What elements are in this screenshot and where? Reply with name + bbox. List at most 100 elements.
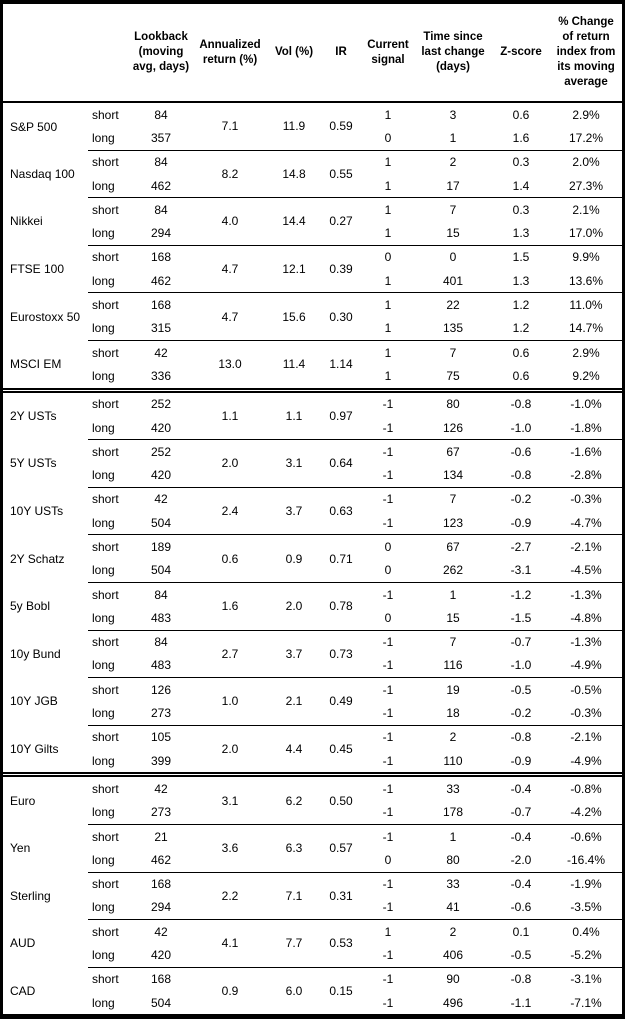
leg-label: short: [88, 823, 130, 849]
table-row-short: AUD short 42 4.1 7.7 0.53 1 2 0.1 0.4%: [3, 919, 622, 968]
time-since-value: 2: [414, 149, 492, 174]
asset-name: 5y Bobl: [10, 599, 51, 614]
ir-value: 0.71: [320, 534, 362, 583]
vol-value: 3.7: [268, 486, 320, 535]
table-row-long: long 462 0 80 -2.0 -16.4%: [3, 848, 622, 872]
vol-value: 15.6: [268, 292, 320, 341]
time-since-value: 401: [442, 273, 464, 288]
lookback-value: 336: [150, 368, 172, 383]
ir-value: 0.63: [320, 486, 362, 535]
lookback-value: 420: [150, 468, 172, 483]
lookback-value: 294: [150, 226, 172, 241]
lookback-value: 252: [130, 387, 192, 416]
z-score-value: 0.1: [492, 919, 550, 944]
time-since-value: 67: [414, 439, 492, 464]
pct-change-value: -3.1%: [550, 966, 622, 991]
ir-value: 0.39: [320, 244, 362, 293]
leg-label: long: [92, 852, 115, 867]
pct-change-value: -1.6%: [550, 439, 622, 464]
signal-value: -1: [362, 439, 414, 464]
lookback-value: 504: [150, 515, 172, 530]
signal-value: -1: [362, 486, 414, 512]
vol-value: 2.0: [268, 581, 320, 631]
signal-value: 1: [384, 107, 392, 122]
col-header-lookback: Lookback (moving avg, days): [130, 4, 192, 103]
lookback-value: 84: [130, 149, 192, 174]
leg-label: long: [92, 753, 115, 768]
lookback-value: 126: [130, 677, 192, 702]
lookback-value: 168: [130, 244, 192, 270]
col-header-leg: [88, 4, 130, 103]
z-score-value: -0.5: [510, 948, 532, 963]
leg-label: long: [92, 515, 115, 530]
signal-value: -1: [362, 724, 414, 750]
pct-change-value: 2.9%: [572, 107, 600, 122]
pct-change-value: 13.6%: [568, 273, 604, 288]
signal-value: -1: [362, 629, 414, 654]
asset-name: 5Y USTs: [10, 456, 57, 471]
table-row-short: Nasdaq 100 short 84 8.2 14.8 0.55 1 2 0.3 2.0%: [3, 149, 622, 198]
pct-change-value: -0.5%: [550, 677, 622, 702]
ir-value: 0.15: [320, 966, 362, 1015]
pct-change-value: -3.5%: [570, 900, 602, 915]
z-score-value: -1.5: [510, 610, 532, 625]
table-row-short: Yen short 21 3.6 6.3 0.57 -1 1 -0.4 -0.6%: [3, 823, 622, 872]
lookback-value: 84: [154, 107, 168, 122]
lookback-value: 84: [130, 629, 192, 654]
asset-name: FTSE 100: [10, 262, 65, 277]
leg-label: long: [92, 948, 115, 963]
col-header-annualized-return: Annualized return (%): [192, 4, 268, 103]
lookback-value: 399: [150, 753, 172, 768]
time-since-value: 75: [446, 368, 460, 383]
pct-change-value: -1.3%: [550, 629, 622, 654]
table-row-long: long 420 -1 406 -0.5 -5.2%: [3, 943, 622, 967]
z-score-value: -1.0: [510, 420, 532, 435]
time-since-value: 0: [414, 244, 492, 270]
vol-value: 11.4: [268, 339, 320, 391]
leg-label: short: [88, 581, 130, 607]
pct-change-value: -4.8%: [570, 610, 602, 625]
asset-name: Eurostoxx 50: [10, 309, 81, 324]
table-row-short: 2Y USTs short 252 1.1 1.1 0.97 -1 80 -0.8 -1.0%: [3, 387, 622, 440]
table-row-long: long 294 1 15 1.3 17.0%: [3, 221, 622, 245]
lookback-value: 483: [150, 658, 172, 673]
pct-change-value: 2.0%: [550, 149, 622, 174]
time-since-value: 7: [414, 629, 492, 654]
leg-label: short: [88, 919, 130, 944]
col-header-vol: Vol (%): [268, 4, 320, 103]
vol-value: 14.4: [268, 197, 320, 246]
signal-value: 1: [384, 368, 392, 383]
leg-label: short: [88, 149, 130, 174]
leg-label: short: [88, 439, 130, 464]
time-since-value: 80: [414, 387, 492, 416]
annualized-return-value: 4.1: [192, 919, 268, 968]
pct-change-value: -0.6%: [550, 823, 622, 849]
ir-value: 0.78: [320, 581, 362, 631]
lookback-value: 504: [150, 563, 172, 578]
lookback-value: 252: [130, 439, 192, 464]
lookback-value: 189: [130, 534, 192, 559]
signal-value: 0: [384, 130, 392, 145]
signal-value: -1: [382, 805, 394, 820]
ir-value: 0.50: [320, 772, 362, 825]
signal-value: 1: [384, 321, 392, 336]
ir-value: 1.14: [320, 339, 362, 391]
signal-value: -1: [382, 468, 394, 483]
signal-value: -1: [362, 581, 414, 607]
pct-change-value: -4.7%: [570, 515, 602, 530]
ir-value: 0.64: [320, 439, 362, 488]
annualized-return-value: 1.0: [192, 677, 268, 726]
lookback-value: 105: [130, 724, 192, 750]
leg-label: long: [92, 995, 115, 1010]
pct-change-value: -0.8%: [550, 772, 622, 801]
time-since-value: 33: [414, 772, 492, 801]
table-body: S&P 500 short 84 7.1 11.9 0.59 1 3 0.6 2.9% long 35…: [3, 102, 622, 1015]
table-row-long: long 399 -1 110 -0.9 -4.9%: [3, 749, 622, 775]
lookback-value: 357: [150, 130, 172, 145]
annualized-return-value: 4.7: [192, 244, 268, 293]
pct-change-value: 2.9%: [550, 339, 622, 365]
asset-name: 2Y Schatz: [10, 551, 65, 566]
annualized-return-value: 1.1: [192, 387, 268, 440]
signal-value: -1: [382, 420, 394, 435]
leg-label: short: [88, 724, 130, 750]
